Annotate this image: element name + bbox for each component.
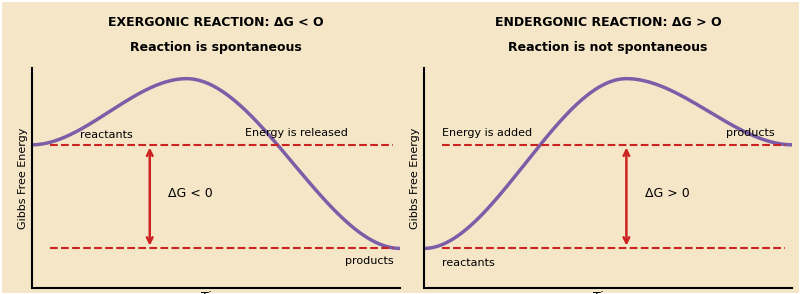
Text: Energy is added: Energy is added	[442, 128, 533, 138]
Text: products: products	[726, 128, 774, 138]
Text: ΔG < 0: ΔG < 0	[168, 187, 213, 200]
Text: Reaction is not spontaneous: Reaction is not spontaneous	[508, 41, 708, 54]
Text: Reaction is spontaneous: Reaction is spontaneous	[130, 41, 302, 54]
Text: EXERGONIC REACTION: ΔG < O: EXERGONIC REACTION: ΔG < O	[108, 16, 324, 29]
Y-axis label: Gibbs Free Energy: Gibbs Free Energy	[410, 127, 420, 228]
Text: ΔG > 0: ΔG > 0	[645, 187, 690, 200]
Text: reactants: reactants	[442, 258, 495, 268]
X-axis label: Time: Time	[201, 291, 231, 294]
Text: products: products	[345, 256, 394, 266]
Text: ENDERGONIC REACTION: ΔG > O: ENDERGONIC REACTION: ΔG > O	[494, 16, 722, 29]
X-axis label: Time: Time	[593, 291, 623, 294]
Text: Energy is released: Energy is released	[246, 128, 348, 138]
Y-axis label: Gibbs Free Energy: Gibbs Free Energy	[18, 127, 28, 228]
Text: reactants: reactants	[80, 130, 133, 140]
